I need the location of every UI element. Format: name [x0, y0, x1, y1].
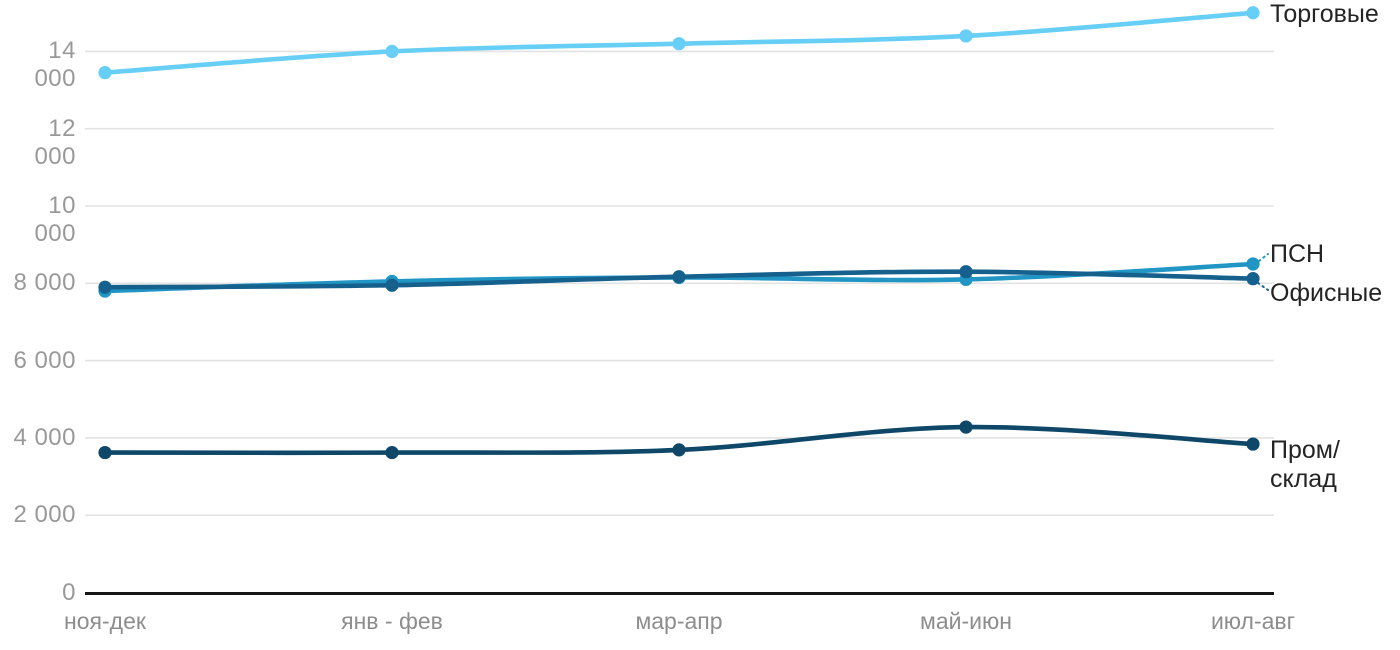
data-point — [1246, 257, 1260, 271]
data-point — [385, 278, 399, 292]
x-axis-tick-label: ноя-дек — [64, 608, 146, 634]
series-label-Торговые: Торговые — [1270, 0, 1379, 29]
data-point — [1246, 272, 1260, 286]
y-axis-tick-label: 0 — [62, 578, 76, 606]
data-point — [959, 265, 973, 279]
series-label-Пром/склад: Пром/ склад — [1270, 436, 1340, 494]
data-point — [1246, 6, 1260, 20]
data-point — [672, 270, 686, 284]
data-point — [385, 445, 399, 460]
data-point — [98, 445, 112, 460]
data-point — [98, 280, 112, 294]
data-point — [959, 420, 973, 434]
y-axis-tick-label: 2 000 — [13, 501, 76, 529]
x-axis-tick-label: мар-апр — [635, 608, 723, 634]
data-point — [385, 44, 399, 59]
x-axis-tick-label: янв - фев — [341, 608, 443, 634]
series-label-Офисные: Офисные — [1270, 279, 1383, 308]
data-point — [672, 37, 686, 51]
data-point — [98, 66, 112, 80]
y-axis-tick-label: 12 000 — [34, 114, 76, 170]
y-axis-tick-label: 10 000 — [34, 192, 76, 247]
data-point — [672, 443, 686, 457]
y-axis-tick-label: 4 000 — [13, 423, 76, 451]
label-connector-Офисные — [1257, 282, 1269, 291]
series-label-ПСН: ПСН — [1270, 240, 1325, 269]
y-axis-tick-label: 14 000 — [34, 37, 76, 93]
y-axis-tick-label: 6 000 — [13, 346, 76, 374]
x-axis-tick-label: май-июн — [920, 608, 1012, 634]
data-point — [959, 29, 973, 43]
label-connector-ПСН — [1258, 253, 1269, 262]
data-point — [1246, 437, 1260, 451]
y-axis-tick-label: 8 000 — [13, 269, 76, 297]
x-axis-tick-label: июл-авг — [1210, 608, 1296, 634]
